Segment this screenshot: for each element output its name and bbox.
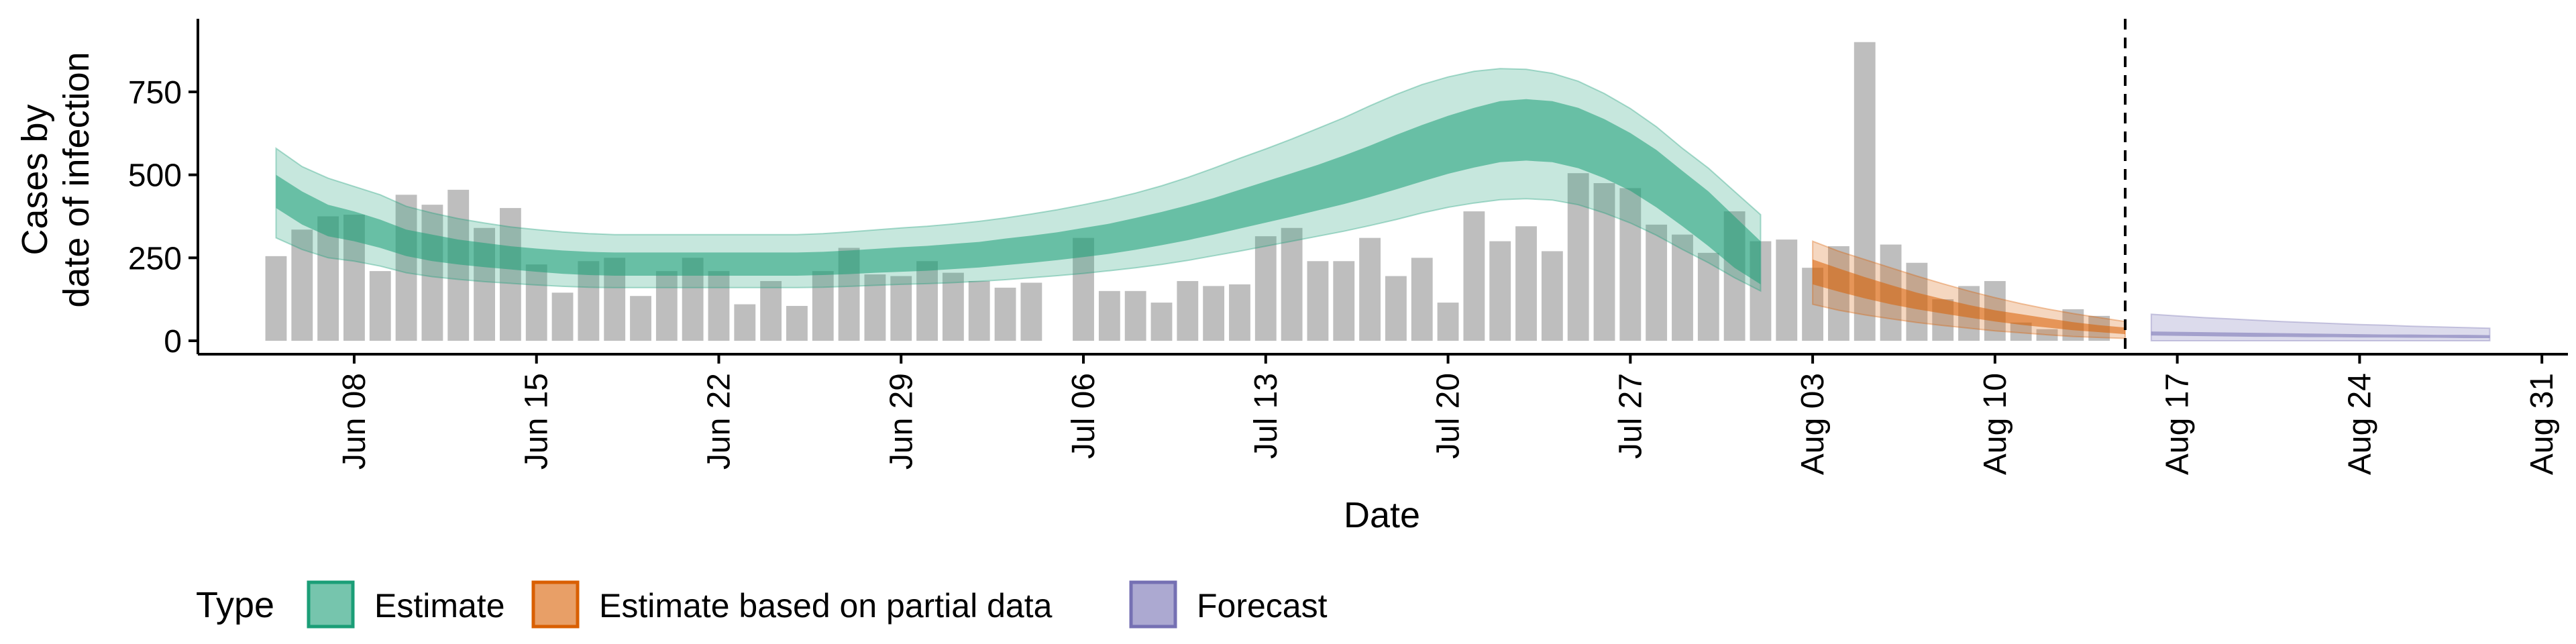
case-bar bbox=[1567, 173, 1589, 341]
case-bar bbox=[968, 280, 990, 341]
case-bar bbox=[499, 208, 521, 341]
case-bar bbox=[890, 276, 912, 341]
x-tick-label: Aug 24 bbox=[2342, 373, 2377, 475]
x-tick-label: Aug 10 bbox=[1978, 373, 2013, 475]
case-bar bbox=[1333, 261, 1355, 341]
bar-layer bbox=[265, 42, 2110, 341]
y-tick-label: 750 bbox=[128, 75, 182, 111]
x-tick-label: Aug 03 bbox=[1795, 373, 1831, 475]
estimate-based-on-partial-data-legend-swatch bbox=[531, 580, 580, 629]
case-bar bbox=[708, 271, 730, 341]
y-tick-label: 250 bbox=[128, 241, 182, 276]
case-bar bbox=[1411, 258, 1433, 341]
case-bar bbox=[734, 304, 756, 341]
x-tick-label: Jul 20 bbox=[1431, 373, 1466, 459]
case-bar bbox=[1359, 237, 1381, 341]
case-bar bbox=[1437, 303, 1459, 341]
case-bar bbox=[1541, 251, 1563, 341]
y-tick-label: 500 bbox=[128, 158, 182, 194]
case-bar bbox=[812, 271, 834, 341]
case-bar bbox=[265, 256, 287, 341]
legend-title: Type bbox=[196, 585, 274, 625]
case-bar bbox=[551, 292, 574, 341]
case-bar bbox=[864, 274, 886, 341]
case-bar bbox=[760, 280, 782, 341]
case-bar bbox=[2036, 329, 2058, 341]
case-bar bbox=[994, 287, 1016, 341]
case-bar bbox=[1124, 290, 1146, 341]
y-axis-title-2: date of infection bbox=[56, 52, 97, 307]
case-bar bbox=[369, 271, 391, 341]
case-bar bbox=[655, 271, 678, 341]
case-bar bbox=[1020, 282, 1042, 341]
case-bar bbox=[421, 205, 443, 341]
case-bar bbox=[1619, 188, 1642, 341]
case-bar bbox=[1463, 211, 1485, 341]
case-bar bbox=[916, 261, 938, 341]
case-bar bbox=[1697, 252, 1719, 341]
case-bar bbox=[942, 272, 964, 341]
case-bar bbox=[1385, 276, 1407, 341]
y-axis-ticks: 0 250 500 750 bbox=[128, 75, 198, 360]
y-axis-title-line-2: date of infection bbox=[56, 52, 97, 307]
estimate-legend-label: Estimate bbox=[374, 587, 505, 625]
case-bar bbox=[1515, 226, 1537, 341]
x-axis-ticks: Jun 08 Jun 15 Jun 22 Jun 29 Jul 06 Jul 13 Jul … bbox=[337, 354, 2560, 475]
case-bar bbox=[1593, 183, 1615, 341]
legend: Type Estimate Estimate based on partial d… bbox=[196, 580, 1328, 629]
x-tick-label: Jul 13 bbox=[1248, 373, 1284, 459]
forecast-inner-band bbox=[2151, 331, 2490, 338]
x-tick-label: Jun 29 bbox=[883, 373, 919, 470]
case-bar bbox=[1489, 241, 1511, 341]
x-tick-label: Aug 17 bbox=[2160, 373, 2196, 475]
estimate-outer-band bbox=[275, 68, 1762, 292]
x-axis-title: Date bbox=[1344, 495, 1420, 535]
case-bar bbox=[1776, 239, 1798, 341]
band-layer bbox=[275, 68, 2491, 341]
case-bar bbox=[1281, 227, 1303, 341]
case-bar bbox=[1177, 280, 1199, 341]
estimate-legend-swatch bbox=[307, 580, 355, 629]
x-tick-label: Aug 31 bbox=[2524, 373, 2560, 475]
case-bar bbox=[1672, 234, 1693, 341]
x-tick-label: Jun 08 bbox=[337, 373, 372, 470]
x-tick-label: Jul 27 bbox=[1613, 373, 1648, 459]
x-tick-label: Jun 22 bbox=[701, 373, 737, 470]
case-bar bbox=[1098, 290, 1120, 341]
estimate-inner-band bbox=[276, 99, 1761, 284]
case-bar bbox=[291, 229, 313, 341]
case-bar bbox=[525, 264, 547, 341]
y-axis-title-line-1: Cases by bbox=[15, 104, 55, 255]
estimate-based-on-partial-data-inner-band bbox=[1813, 259, 2125, 335]
x-tick-label: Jun 15 bbox=[519, 373, 555, 470]
x-tick-label: Jul 06 bbox=[1066, 373, 1102, 459]
estimate-based-on-partial-data-legend-label: Estimate based on partial data bbox=[599, 587, 1053, 625]
case-bar bbox=[447, 189, 470, 341]
case-bar bbox=[786, 306, 808, 341]
case-bar bbox=[1150, 303, 1173, 341]
y-axis-title: Cases by bbox=[15, 104, 55, 255]
case-bar bbox=[1254, 236, 1277, 341]
case-bar bbox=[1203, 286, 1225, 341]
case-bar bbox=[630, 296, 651, 341]
case-bar bbox=[395, 195, 417, 341]
y-tick-label: 0 bbox=[164, 324, 182, 360]
case-bar bbox=[1229, 284, 1250, 341]
case-bar bbox=[1307, 261, 1329, 341]
case-bar bbox=[1646, 224, 1668, 341]
forecast-legend-label: Forecast bbox=[1197, 587, 1328, 625]
forecast-legend-swatch bbox=[1129, 580, 1177, 629]
